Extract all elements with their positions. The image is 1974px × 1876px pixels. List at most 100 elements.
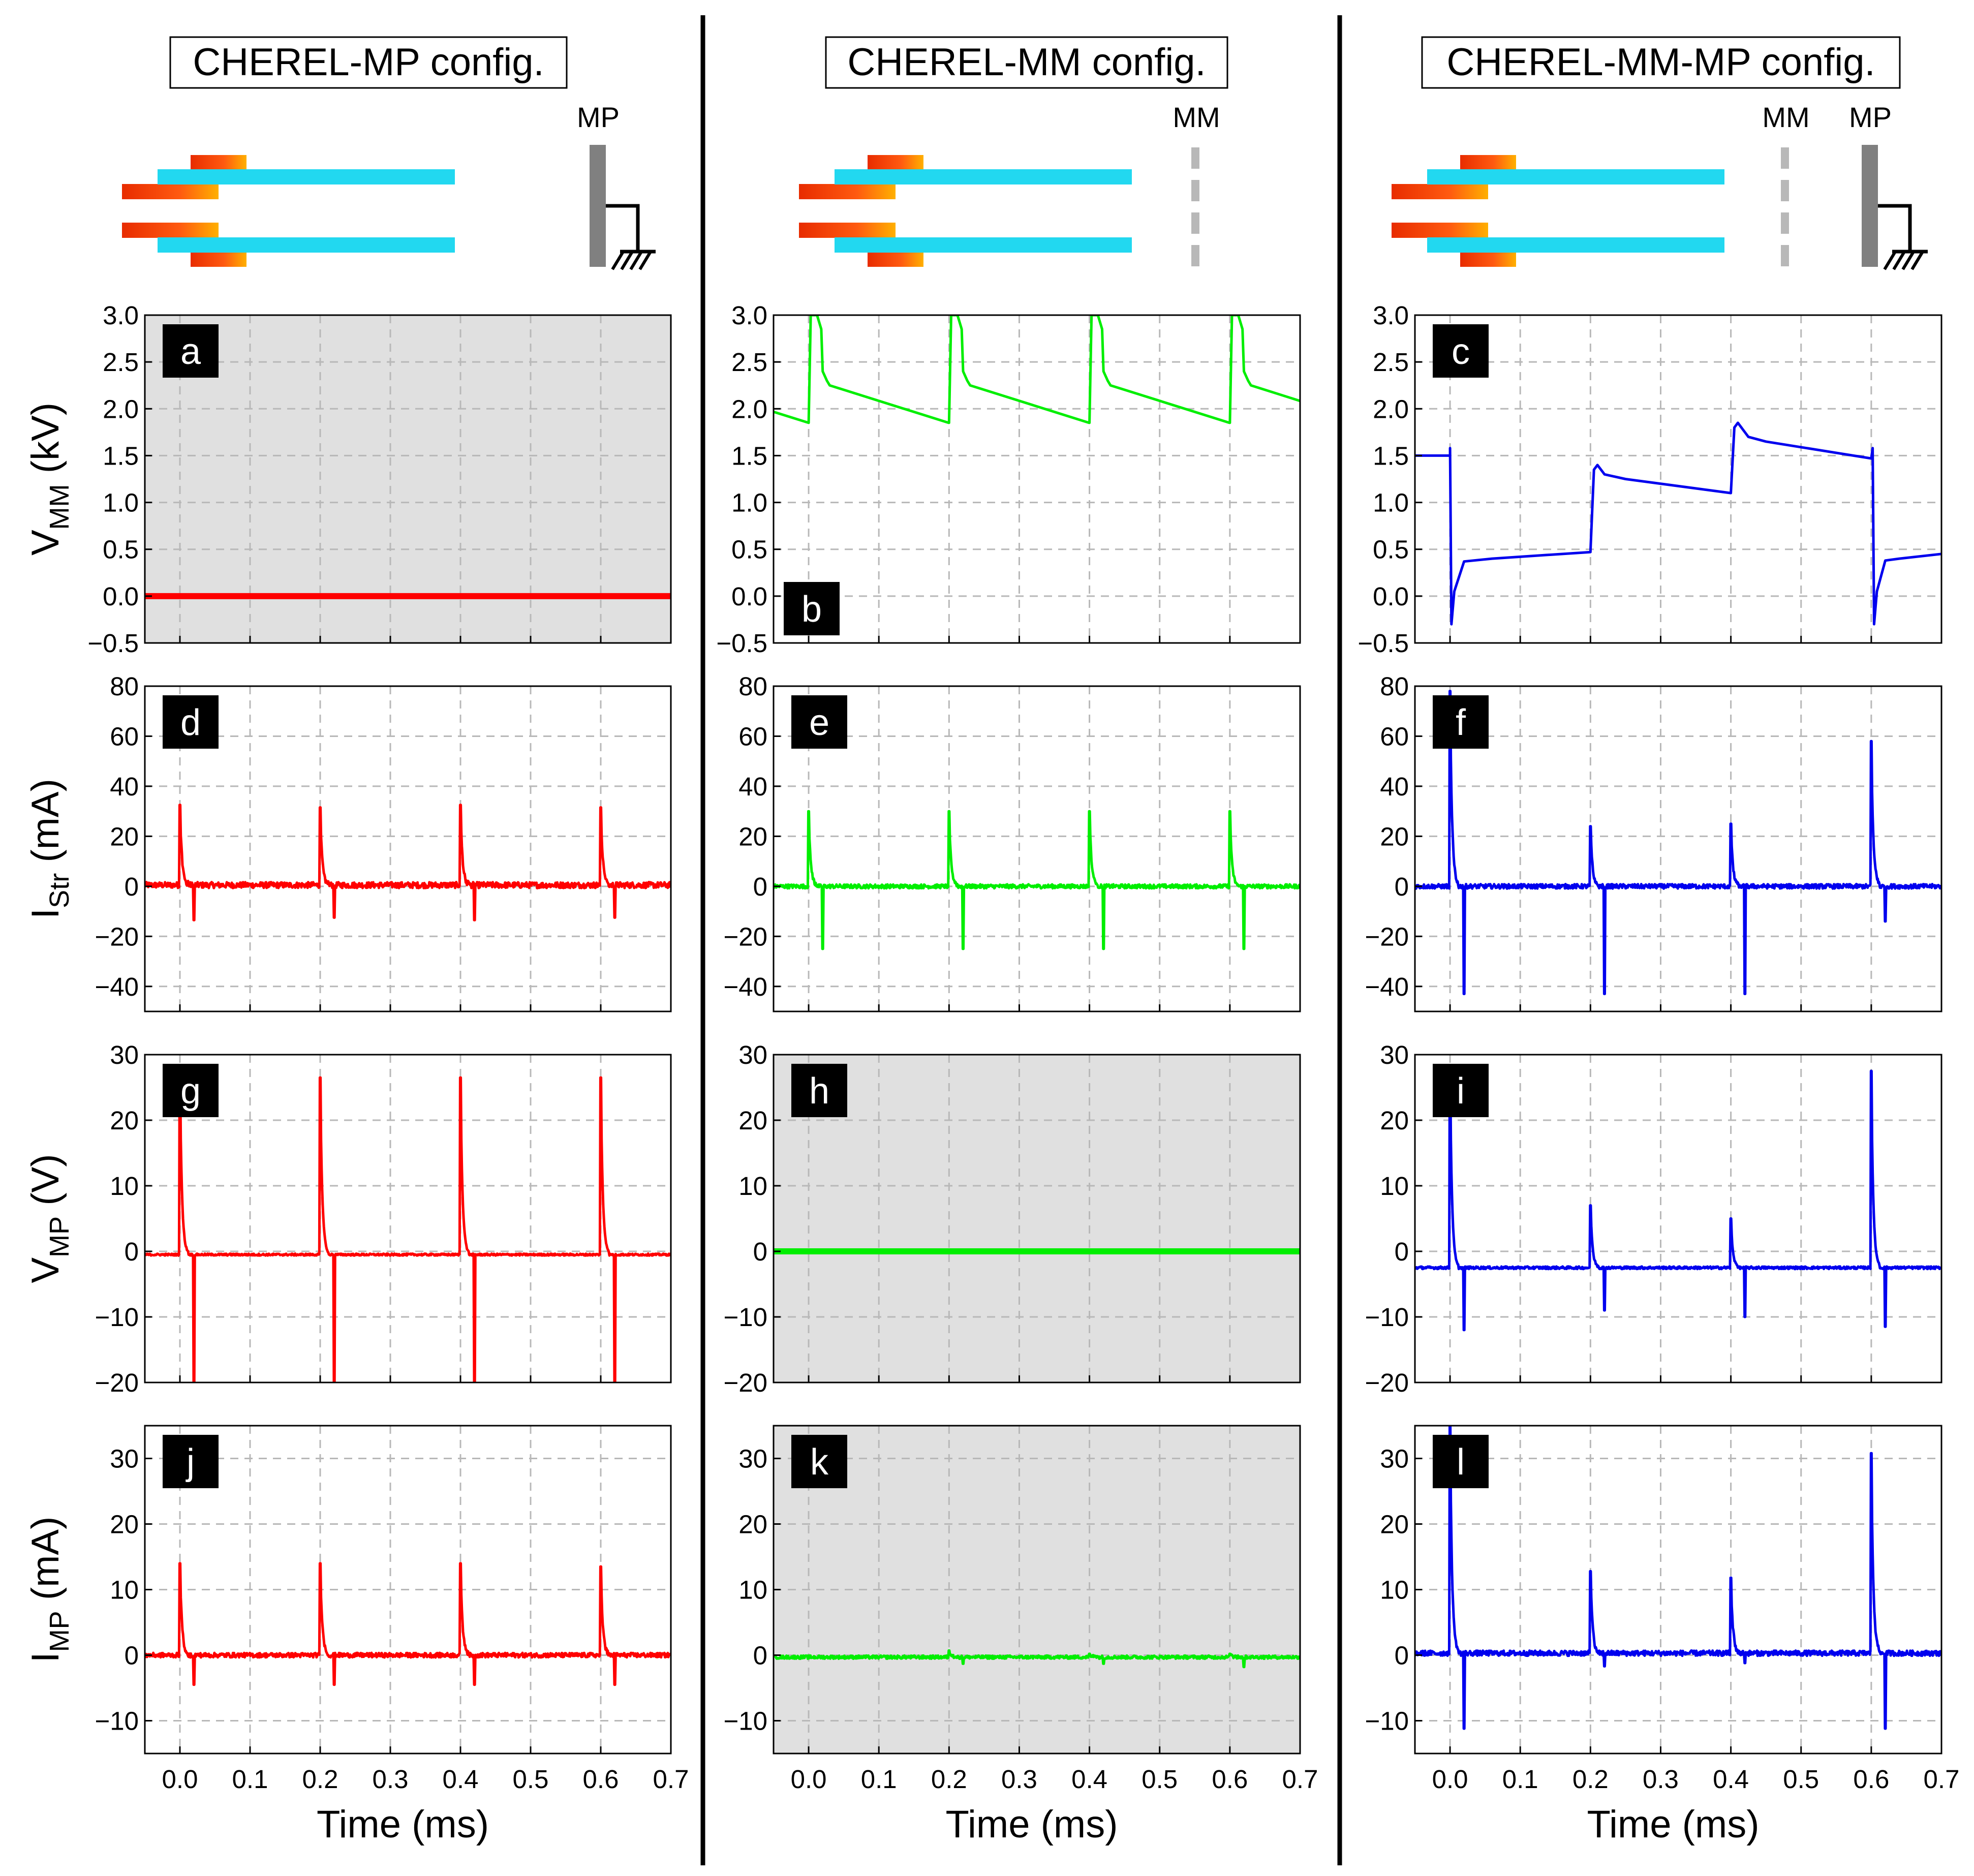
y-tick-label: 3.0: [731, 301, 767, 330]
y-tick-label: −10: [95, 1707, 139, 1736]
plot-frame: [144, 1054, 672, 1383]
series-line-V_MM: [774, 315, 1300, 424]
y-tick-label: 0: [125, 1641, 139, 1670]
y-tick-label: 40: [110, 772, 139, 801]
y-tick-label: −10: [723, 1707, 767, 1736]
x-tick-label: 0.4: [443, 1765, 479, 1794]
x-tick-label: 0.5: [1142, 1765, 1178, 1794]
electrode-label: MM: [1762, 101, 1809, 133]
plot-area: [1415, 1055, 1941, 1382]
config-column-header: CHEREL-MP config. MP: [122, 36, 656, 270]
series-line-I_Str: [145, 804, 671, 921]
electrode-inner-top: [799, 184, 896, 199]
y-tick-label: 20: [738, 1510, 767, 1539]
y-tick-label: 10: [1380, 1576, 1409, 1605]
dielectric-tube-top: [835, 169, 1132, 184]
panel-letter: b: [801, 589, 822, 630]
panel-letter: g: [180, 1071, 201, 1112]
ground-hatch: [611, 252, 624, 270]
electrode-outer-top: [1460, 155, 1516, 170]
y-tick-label: 0: [1395, 1641, 1409, 1670]
y-axis-title-symbol: I: [24, 908, 67, 919]
series-line-V_MP: [145, 1076, 671, 1382]
x-tick-label: 0.3: [1001, 1765, 1037, 1794]
electrode-inner-top: [1392, 184, 1488, 199]
y-tick-label: 30: [110, 1444, 139, 1473]
y-tick-label: 0: [753, 872, 767, 901]
y-tick-label: −20: [95, 1368, 139, 1397]
plot-frame: [1414, 685, 1942, 1012]
x-axis-title: Time (ms): [317, 1803, 489, 1846]
y-tick-label: 2.0: [731, 394, 767, 423]
y-axis-title: IStr (mA): [24, 779, 75, 919]
series-line-I_MP: [145, 1562, 671, 1686]
dielectric-tube-bottom: [1427, 237, 1724, 253]
plot-frame: [1414, 314, 1942, 644]
config-title-box: [1421, 36, 1901, 89]
x-axis-title: Time (ms): [945, 1803, 1118, 1846]
plot-frame: [773, 685, 1301, 1012]
y-tick-label: 1.5: [103, 441, 139, 470]
y-tick-label: 20: [738, 1106, 767, 1135]
y-tick-label: 1.5: [1373, 441, 1409, 470]
x-tick-label: 0.4: [1071, 1765, 1107, 1794]
y-tick-label: −20: [1365, 1368, 1409, 1397]
x-axis-title: Time (ms): [1587, 1803, 1759, 1846]
series-line-V_MP: [1415, 1069, 1941, 1332]
panel-a: −0.5 0.0 0.5 1.0 1.5 2.0 2.5 3.0 a VMM (kV): [24, 301, 672, 658]
y-tick-label: 80: [110, 672, 139, 701]
y-tick-label: −10: [95, 1303, 139, 1332]
panel-letter: j: [186, 1442, 195, 1483]
panel-letter: h: [809, 1071, 829, 1112]
x-tick-label: 0.6: [583, 1765, 619, 1794]
electrode-inner-bottom: [1392, 223, 1488, 238]
x-tick-label: 0.7: [1924, 1765, 1960, 1794]
panel-letter-box: [791, 1435, 847, 1488]
y-tick-label: 0: [1395, 872, 1409, 901]
panel-letter: f: [1456, 702, 1466, 743]
y-axis-title-unit: (V): [24, 1154, 67, 1216]
series-line-I_Str: [774, 810, 1300, 950]
y-tick-label: 0.5: [103, 535, 139, 564]
y-axis-title-unit: (mA): [24, 1517, 67, 1611]
electrode-inner-bottom: [799, 223, 896, 238]
panel-letter: c: [1452, 331, 1470, 372]
panel-d: −40 −20 0 20 40 60 80 d IStr (mA): [24, 672, 672, 1012]
y-tick-label: −10: [1365, 1303, 1409, 1332]
ground-wire: [1878, 204, 1912, 252]
x-tick-label: 0.1: [1502, 1765, 1538, 1794]
y-axis-title-subscript: MP: [44, 1216, 75, 1257]
x-tick-label: 0.0: [1432, 1765, 1468, 1794]
y-tick-label: 0: [753, 1237, 767, 1266]
metal-plate: [1862, 145, 1878, 267]
y-tick-label: 3.0: [103, 301, 139, 330]
panel-letter-box: [163, 695, 219, 749]
x-tick-label: 0.2: [1572, 1765, 1609, 1794]
panel-letter: i: [1457, 1071, 1465, 1112]
y-axis-title-symbol: V: [24, 1257, 67, 1283]
x-tick-label: 0.7: [1282, 1765, 1318, 1794]
y-tick-label: 20: [1380, 1106, 1409, 1135]
y-tick-label: 10: [738, 1576, 767, 1605]
dielectric-tube-top: [158, 169, 455, 184]
y-tick-label: −0.5: [1358, 629, 1409, 658]
panel-letter-box: [163, 1435, 219, 1488]
plot-area: [145, 315, 671, 643]
y-tick-label: 1.0: [103, 488, 139, 517]
x-tick-label: 0.3: [373, 1765, 409, 1794]
y-tick-label: 0.5: [731, 535, 767, 564]
y-tick-label: 10: [110, 1576, 139, 1605]
y-tick-label: −20: [723, 1368, 767, 1397]
y-tick-label: 0.0: [103, 582, 139, 611]
y-tick-label: 2.5: [1373, 348, 1409, 377]
x-tick-label: 0.1: [232, 1765, 268, 1794]
y-tick-label: 10: [1380, 1172, 1409, 1201]
plot-frame: [1414, 1054, 1942, 1383]
y-tick-label: 0: [1395, 1237, 1409, 1266]
panel-letter-box: [163, 1064, 219, 1117]
panel-g: −20 −10 0 10 20 30 g VMP (V): [24, 1040, 672, 1397]
x-tick-label: 0.2: [931, 1765, 967, 1794]
plot-area: [145, 1055, 671, 1382]
y-tick-label: 2.0: [1373, 394, 1409, 423]
